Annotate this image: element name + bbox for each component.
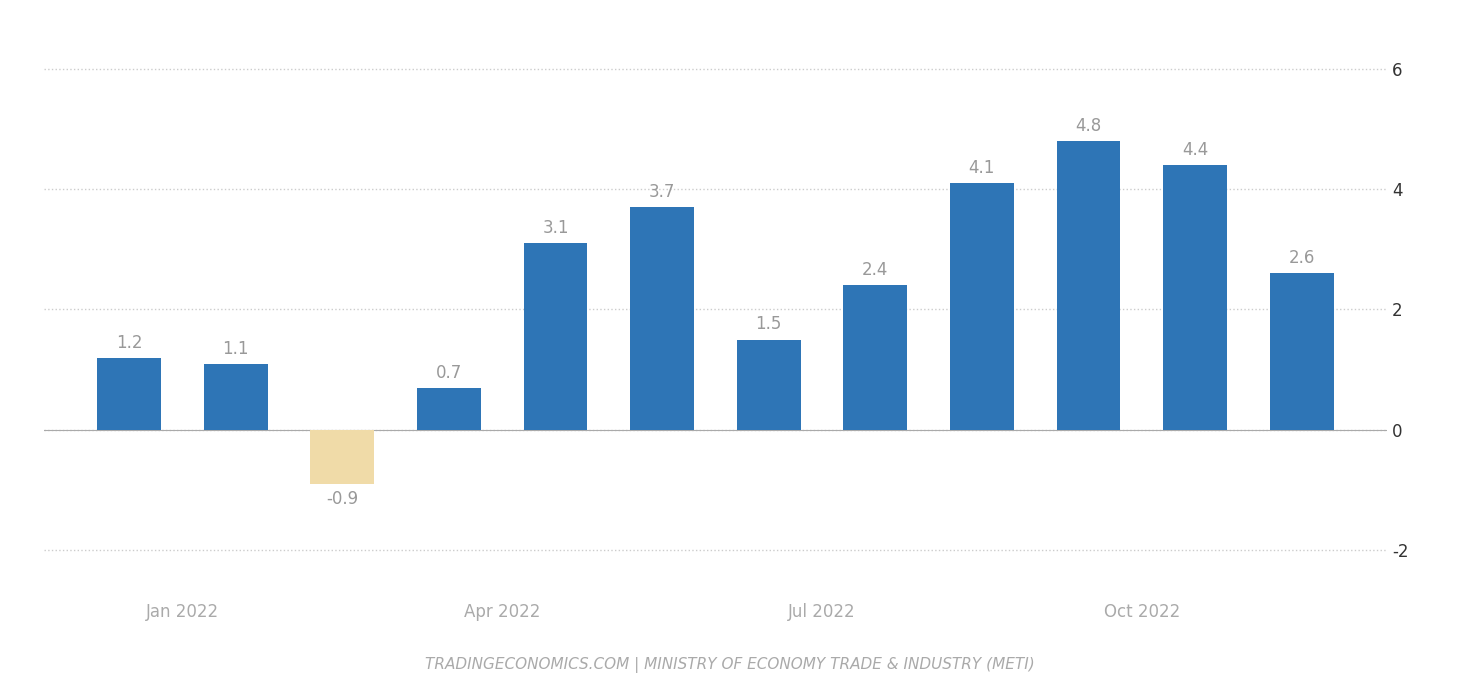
Text: 4.1: 4.1 [969,159,996,177]
Bar [1164,165,1226,430]
Bar [98,358,161,430]
Text: TRADINGECONOMICS.COM | MINISTRY OF ECONOMY TRADE & INDUSTRY (METI): TRADINGECONOMICS.COM | MINISTRY OF ECONO… [425,657,1035,673]
Text: 0.7: 0.7 [435,364,461,381]
Text: 1.1: 1.1 [222,339,250,358]
Text: 1.5: 1.5 [755,316,783,333]
Text: 3.1: 3.1 [542,219,569,237]
Text: 4.4: 4.4 [1183,141,1209,159]
Bar [418,388,480,430]
Text: 1.2: 1.2 [115,334,142,352]
Bar [1270,273,1333,430]
Bar [1057,141,1120,430]
Text: 3.7: 3.7 [648,183,676,201]
Bar [844,286,907,430]
Text: -0.9: -0.9 [326,490,358,508]
Text: 4.8: 4.8 [1076,117,1102,135]
Bar [737,339,800,430]
Bar [950,183,1013,430]
Text: 2.4: 2.4 [861,261,889,279]
Bar [524,243,587,430]
Bar [204,364,267,430]
Bar [631,207,694,430]
Text: 2.6: 2.6 [1289,250,1315,267]
Bar [311,430,374,484]
